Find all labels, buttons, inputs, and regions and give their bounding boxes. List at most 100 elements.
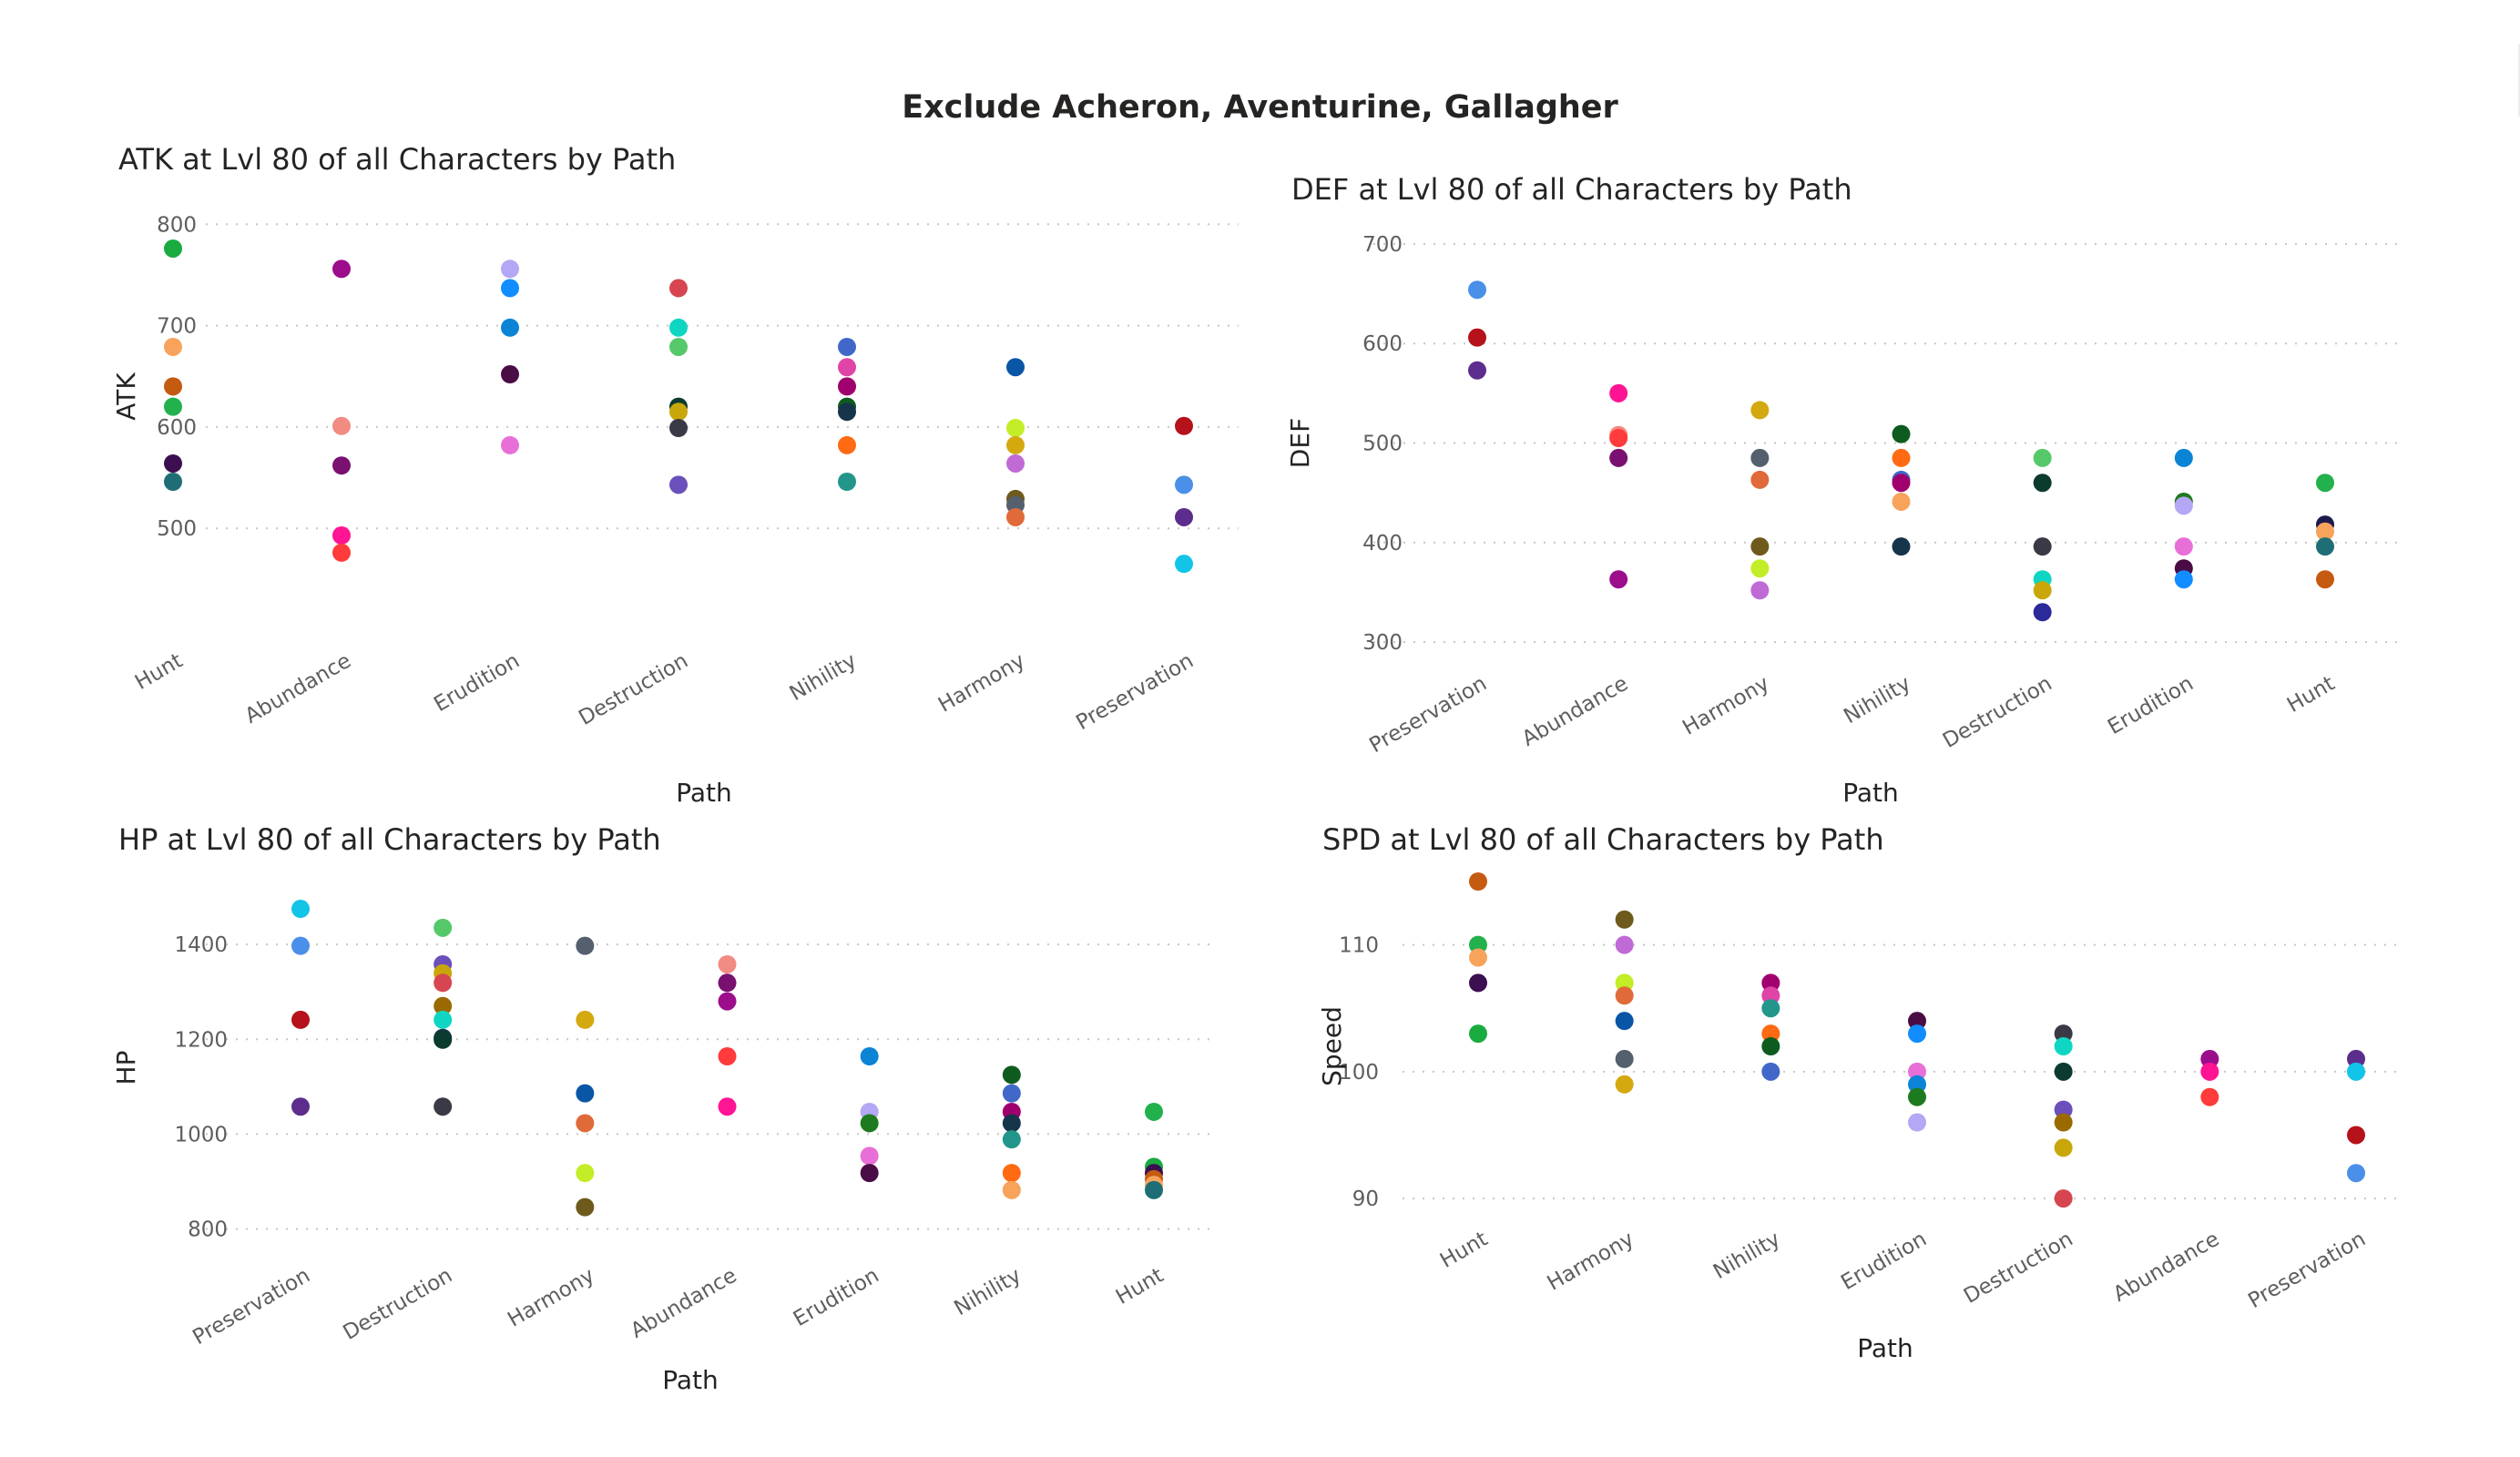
data-point[interactable]	[718, 1097, 737, 1116]
data-point[interactable]	[1609, 448, 1628, 467]
data-point[interactable]	[1750, 401, 1770, 420]
data-point[interactable]	[576, 1197, 595, 1217]
data-point[interactable]	[1002, 1180, 1021, 1199]
data-point[interactable]	[501, 279, 519, 298]
data-point[interactable]	[576, 1084, 595, 1103]
data-point[interactable]	[1908, 1024, 1926, 1044]
data-point[interactable]	[1609, 570, 1628, 589]
data-point[interactable]	[1761, 1037, 1780, 1055]
data-point[interactable]	[1006, 419, 1025, 438]
data-point[interactable]	[1908, 1087, 1926, 1106]
data-point[interactable]	[718, 992, 737, 1011]
data-point[interactable]	[669, 419, 688, 438]
data-point[interactable]	[291, 936, 310, 955]
data-point[interactable]	[1908, 1075, 1926, 1094]
data-point[interactable]	[2316, 537, 2334, 556]
data-point[interactable]	[2347, 1164, 2365, 1183]
data-point[interactable]	[1002, 1065, 1021, 1085]
data-point[interactable]	[669, 279, 688, 298]
data-point[interactable]	[1908, 1113, 1926, 1132]
data-point[interactable]	[332, 543, 351, 562]
data-point[interactable]	[164, 239, 182, 258]
data-point[interactable]	[838, 337, 856, 356]
data-point[interactable]	[1615, 986, 1634, 1005]
data-point[interactable]	[1750, 581, 1770, 600]
data-point[interactable]	[718, 973, 737, 993]
data-point[interactable]	[1145, 1180, 1163, 1199]
data-point[interactable]	[2316, 570, 2334, 589]
data-point[interactable]	[291, 900, 310, 919]
data-point[interactable]	[164, 453, 182, 473]
data-point[interactable]	[332, 456, 351, 475]
data-point[interactable]	[1468, 328, 1486, 347]
data-point[interactable]	[2054, 1113, 2073, 1132]
data-point[interactable]	[576, 1164, 595, 1183]
data-point[interactable]	[2174, 496, 2193, 515]
data-point[interactable]	[576, 1010, 595, 1029]
data-point[interactable]	[2347, 1126, 2365, 1145]
data-point[interactable]	[860, 1146, 879, 1166]
data-point[interactable]	[2347, 1049, 2365, 1068]
data-point[interactable]	[434, 1010, 453, 1029]
data-point[interactable]	[1761, 986, 1780, 1005]
data-point[interactable]	[2033, 603, 2052, 622]
data-point[interactable]	[1892, 492, 1911, 511]
data-point[interactable]	[2033, 448, 2052, 467]
data-point[interactable]	[1175, 507, 1193, 526]
data-point[interactable]	[1002, 1114, 1021, 1133]
data-point[interactable]	[1615, 1049, 1634, 1068]
data-point[interactable]	[1750, 559, 1770, 578]
data-point[interactable]	[1892, 537, 1911, 556]
data-point[interactable]	[576, 1114, 595, 1133]
data-point[interactable]	[576, 936, 595, 955]
data-point[interactable]	[1750, 537, 1770, 556]
data-point[interactable]	[1006, 435, 1025, 454]
data-point[interactable]	[2347, 1062, 2365, 1081]
data-point[interactable]	[838, 358, 856, 377]
data-point[interactable]	[860, 1164, 879, 1183]
data-point[interactable]	[1002, 1164, 1021, 1183]
data-point[interactable]	[1908, 1062, 1926, 1081]
data-point[interactable]	[1615, 973, 1634, 993]
data-point[interactable]	[164, 337, 182, 356]
data-point[interactable]	[2316, 522, 2334, 541]
data-point[interactable]	[860, 1047, 879, 1065]
data-point[interactable]	[718, 954, 737, 973]
data-point[interactable]	[718, 1047, 737, 1065]
data-point[interactable]	[2174, 537, 2193, 556]
data-point[interactable]	[501, 318, 519, 337]
data-point[interactable]	[838, 473, 856, 492]
data-point[interactable]	[434, 973, 453, 993]
data-point[interactable]	[1175, 475, 1193, 494]
data-point[interactable]	[1761, 1062, 1780, 1081]
data-point[interactable]	[1469, 973, 1487, 993]
data-point[interactable]	[1750, 448, 1770, 467]
data-point[interactable]	[332, 260, 351, 279]
data-point[interactable]	[1145, 1102, 1163, 1121]
data-point[interactable]	[291, 1097, 310, 1116]
data-point[interactable]	[1175, 416, 1193, 435]
data-point[interactable]	[838, 435, 856, 454]
data-point[interactable]	[669, 318, 688, 337]
data-point[interactable]	[2033, 537, 2052, 556]
data-point[interactable]	[1002, 1130, 1021, 1149]
data-point[interactable]	[1006, 507, 1025, 526]
data-point[interactable]	[1609, 429, 1628, 448]
data-point[interactable]	[2174, 570, 2193, 589]
data-point[interactable]	[2174, 448, 2193, 467]
data-point[interactable]	[291, 1010, 310, 1029]
data-point[interactable]	[1892, 474, 1911, 493]
data-point[interactable]	[2200, 1087, 2219, 1106]
data-point[interactable]	[1761, 973, 1780, 993]
data-point[interactable]	[1175, 555, 1193, 574]
data-point[interactable]	[164, 397, 182, 416]
data-point[interactable]	[1468, 361, 1486, 380]
data-point[interactable]	[2316, 474, 2334, 493]
data-point[interactable]	[1908, 1012, 1926, 1031]
data-point[interactable]	[1615, 1075, 1634, 1094]
data-point[interactable]	[1469, 1024, 1487, 1044]
data-point[interactable]	[1761, 999, 1780, 1018]
data-point[interactable]	[838, 377, 856, 396]
data-point[interactable]	[434, 918, 453, 937]
data-point[interactable]	[501, 365, 519, 384]
